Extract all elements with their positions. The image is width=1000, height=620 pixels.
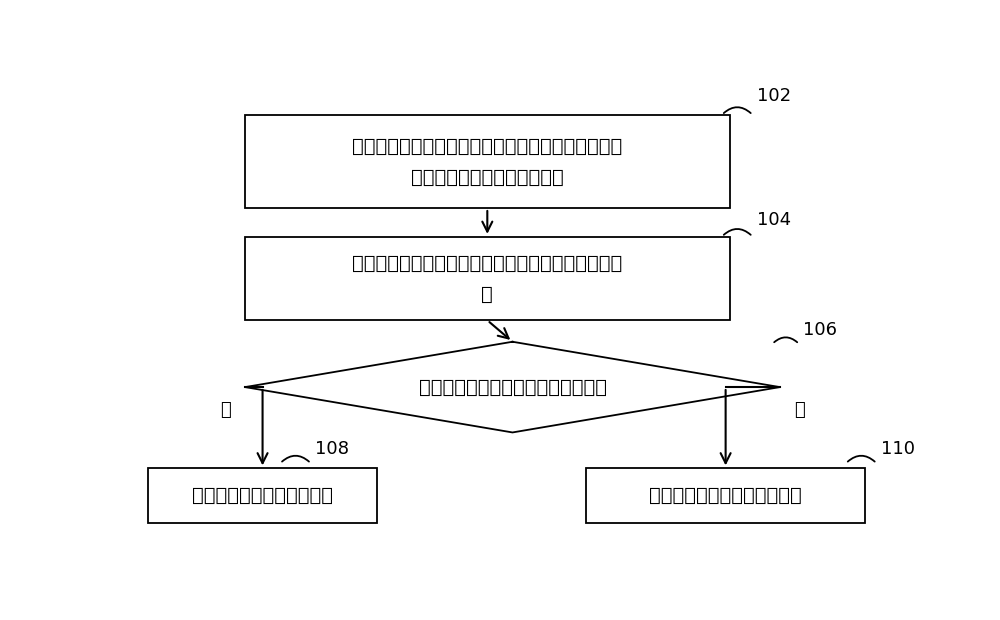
Text: 否: 否 bbox=[794, 401, 805, 419]
Text: 在合闸状态下，获取待检测线路的信号波形，根据预
设采集点对信号波形进行采样: 在合闸状态下，获取待检测线路的信号波形，根据预 设采集点对信号波形进行采样 bbox=[352, 136, 622, 187]
Text: 判断特征次数是否超过预设特征次数: 判断特征次数是否超过预设特征次数 bbox=[418, 378, 606, 397]
Text: 108: 108 bbox=[315, 440, 349, 458]
FancyBboxPatch shape bbox=[245, 237, 730, 321]
FancyBboxPatch shape bbox=[148, 468, 377, 523]
Text: 110: 110 bbox=[881, 440, 915, 458]
Text: 102: 102 bbox=[757, 87, 791, 105]
Text: 判定检测周期不存在打火特征: 判定检测周期不存在打火特征 bbox=[649, 486, 802, 505]
Text: 判定检测周期存在打火特征: 判定检测周期存在打火特征 bbox=[192, 486, 333, 505]
FancyBboxPatch shape bbox=[586, 468, 865, 523]
FancyBboxPatch shape bbox=[245, 115, 730, 208]
Text: 是: 是 bbox=[220, 401, 231, 419]
Text: 106: 106 bbox=[803, 321, 837, 339]
Text: 获取信号波形在预设时间内检测到打火特征的特征次
数: 获取信号波形在预设时间内检测到打火特征的特征次 数 bbox=[352, 254, 622, 303]
Text: 104: 104 bbox=[757, 211, 791, 229]
